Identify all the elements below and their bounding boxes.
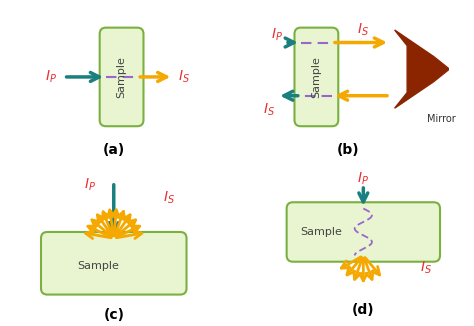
Text: Sample: Sample	[117, 56, 127, 98]
FancyBboxPatch shape	[294, 28, 338, 126]
Text: $I_S$: $I_S$	[264, 102, 275, 118]
Text: $I_P$: $I_P$	[357, 170, 369, 187]
Text: Sample: Sample	[77, 261, 119, 272]
Text: Sample: Sample	[300, 227, 342, 237]
Text: Sample: Sample	[311, 56, 321, 98]
FancyBboxPatch shape	[100, 28, 144, 126]
Text: $I_P$: $I_P$	[84, 177, 96, 193]
Text: (b): (b)	[337, 143, 359, 157]
Text: $I_P$: $I_P$	[45, 69, 57, 85]
Text: $I_S$: $I_S$	[163, 189, 174, 206]
Text: $I_S$: $I_S$	[178, 69, 190, 85]
Text: $I_S$: $I_S$	[357, 22, 369, 38]
Text: $I_P$: $I_P$	[271, 26, 283, 43]
Text: $I_S$: $I_S$	[420, 260, 432, 276]
Text: (a): (a)	[103, 143, 125, 157]
Polygon shape	[395, 30, 449, 108]
FancyBboxPatch shape	[41, 232, 187, 295]
Text: Mirror: Mirror	[427, 114, 456, 124]
Text: (d): (d)	[352, 303, 374, 317]
FancyBboxPatch shape	[287, 202, 440, 262]
Text: (c): (c)	[103, 308, 124, 322]
